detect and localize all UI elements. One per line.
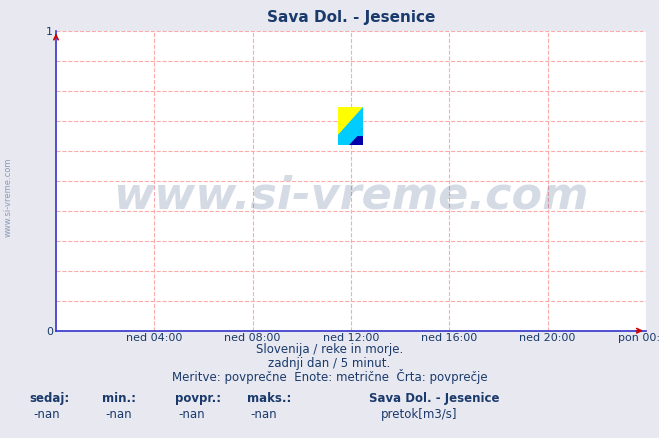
- Text: www.si-vreme.com: www.si-vreme.com: [113, 174, 588, 217]
- Polygon shape: [349, 128, 364, 145]
- Text: Slovenija / reke in morje.: Slovenija / reke in morje.: [256, 343, 403, 356]
- Text: zadnji dan / 5 minut.: zadnji dan / 5 minut.: [268, 357, 391, 370]
- Text: Sava Dol. - Jesenice: Sava Dol. - Jesenice: [369, 392, 500, 405]
- Text: -nan: -nan: [33, 408, 59, 421]
- Polygon shape: [339, 128, 364, 145]
- Text: min.:: min.:: [102, 392, 136, 405]
- Text: www.si-vreme.com: www.si-vreme.com: [3, 157, 13, 237]
- Title: Sava Dol. - Jesenice: Sava Dol. - Jesenice: [267, 11, 435, 25]
- Text: -nan: -nan: [105, 408, 132, 421]
- Text: pretok[m3/s]: pretok[m3/s]: [381, 408, 457, 421]
- Text: maks.:: maks.:: [247, 392, 291, 405]
- Text: -nan: -nan: [250, 408, 277, 421]
- Text: sedaj:: sedaj:: [30, 392, 70, 405]
- Text: povpr.:: povpr.:: [175, 392, 221, 405]
- Polygon shape: [339, 107, 364, 135]
- Text: -nan: -nan: [178, 408, 204, 421]
- Polygon shape: [339, 107, 364, 135]
- Text: Meritve: povprečne  Enote: metrične  Črta: povprečje: Meritve: povprečne Enote: metrične Črta:…: [172, 369, 487, 384]
